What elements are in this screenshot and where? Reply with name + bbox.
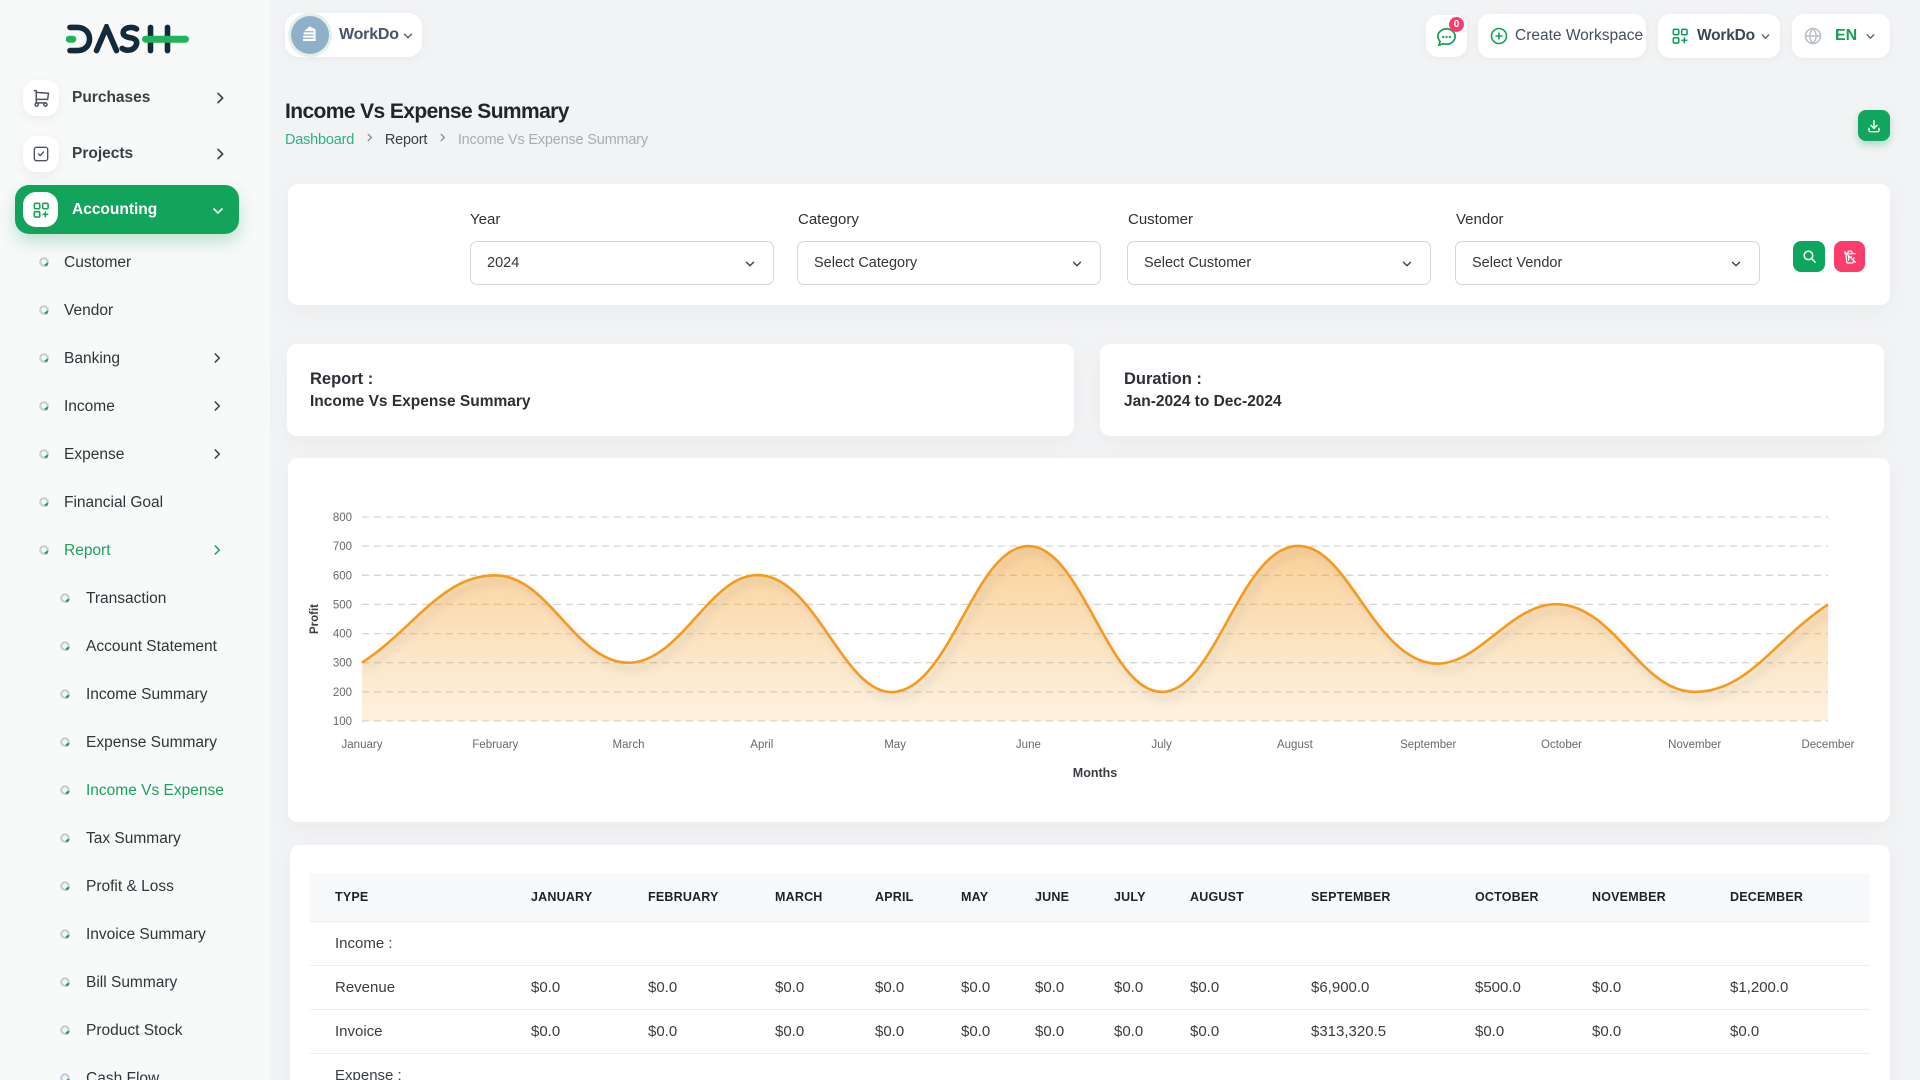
- svg-text:July: July: [1151, 739, 1172, 751]
- svg-text:March: March: [613, 739, 645, 751]
- svg-text:800: 800: [333, 512, 352, 524]
- svg-text:300: 300: [333, 658, 352, 670]
- svg-text:January: January: [342, 739, 383, 751]
- svg-text:500: 500: [333, 599, 352, 611]
- svg-text:May: May: [884, 739, 906, 751]
- svg-text:February: February: [472, 739, 518, 751]
- svg-text:700: 700: [333, 541, 352, 553]
- svg-text:Profit: Profit: [309, 604, 321, 634]
- svg-text:December: December: [1801, 739, 1854, 751]
- svg-text:September: September: [1400, 739, 1456, 751]
- svg-text:August: August: [1277, 739, 1314, 751]
- svg-text:100: 100: [333, 716, 352, 728]
- svg-text:November: November: [1668, 739, 1721, 751]
- svg-text:April: April: [750, 739, 773, 751]
- svg-text:600: 600: [333, 570, 352, 582]
- svg-text:October: October: [1541, 739, 1582, 751]
- svg-text:200: 200: [333, 687, 352, 699]
- svg-text:June: June: [1016, 739, 1041, 751]
- svg-text:Months: Months: [1073, 766, 1117, 780]
- svg-text:400: 400: [333, 629, 352, 641]
